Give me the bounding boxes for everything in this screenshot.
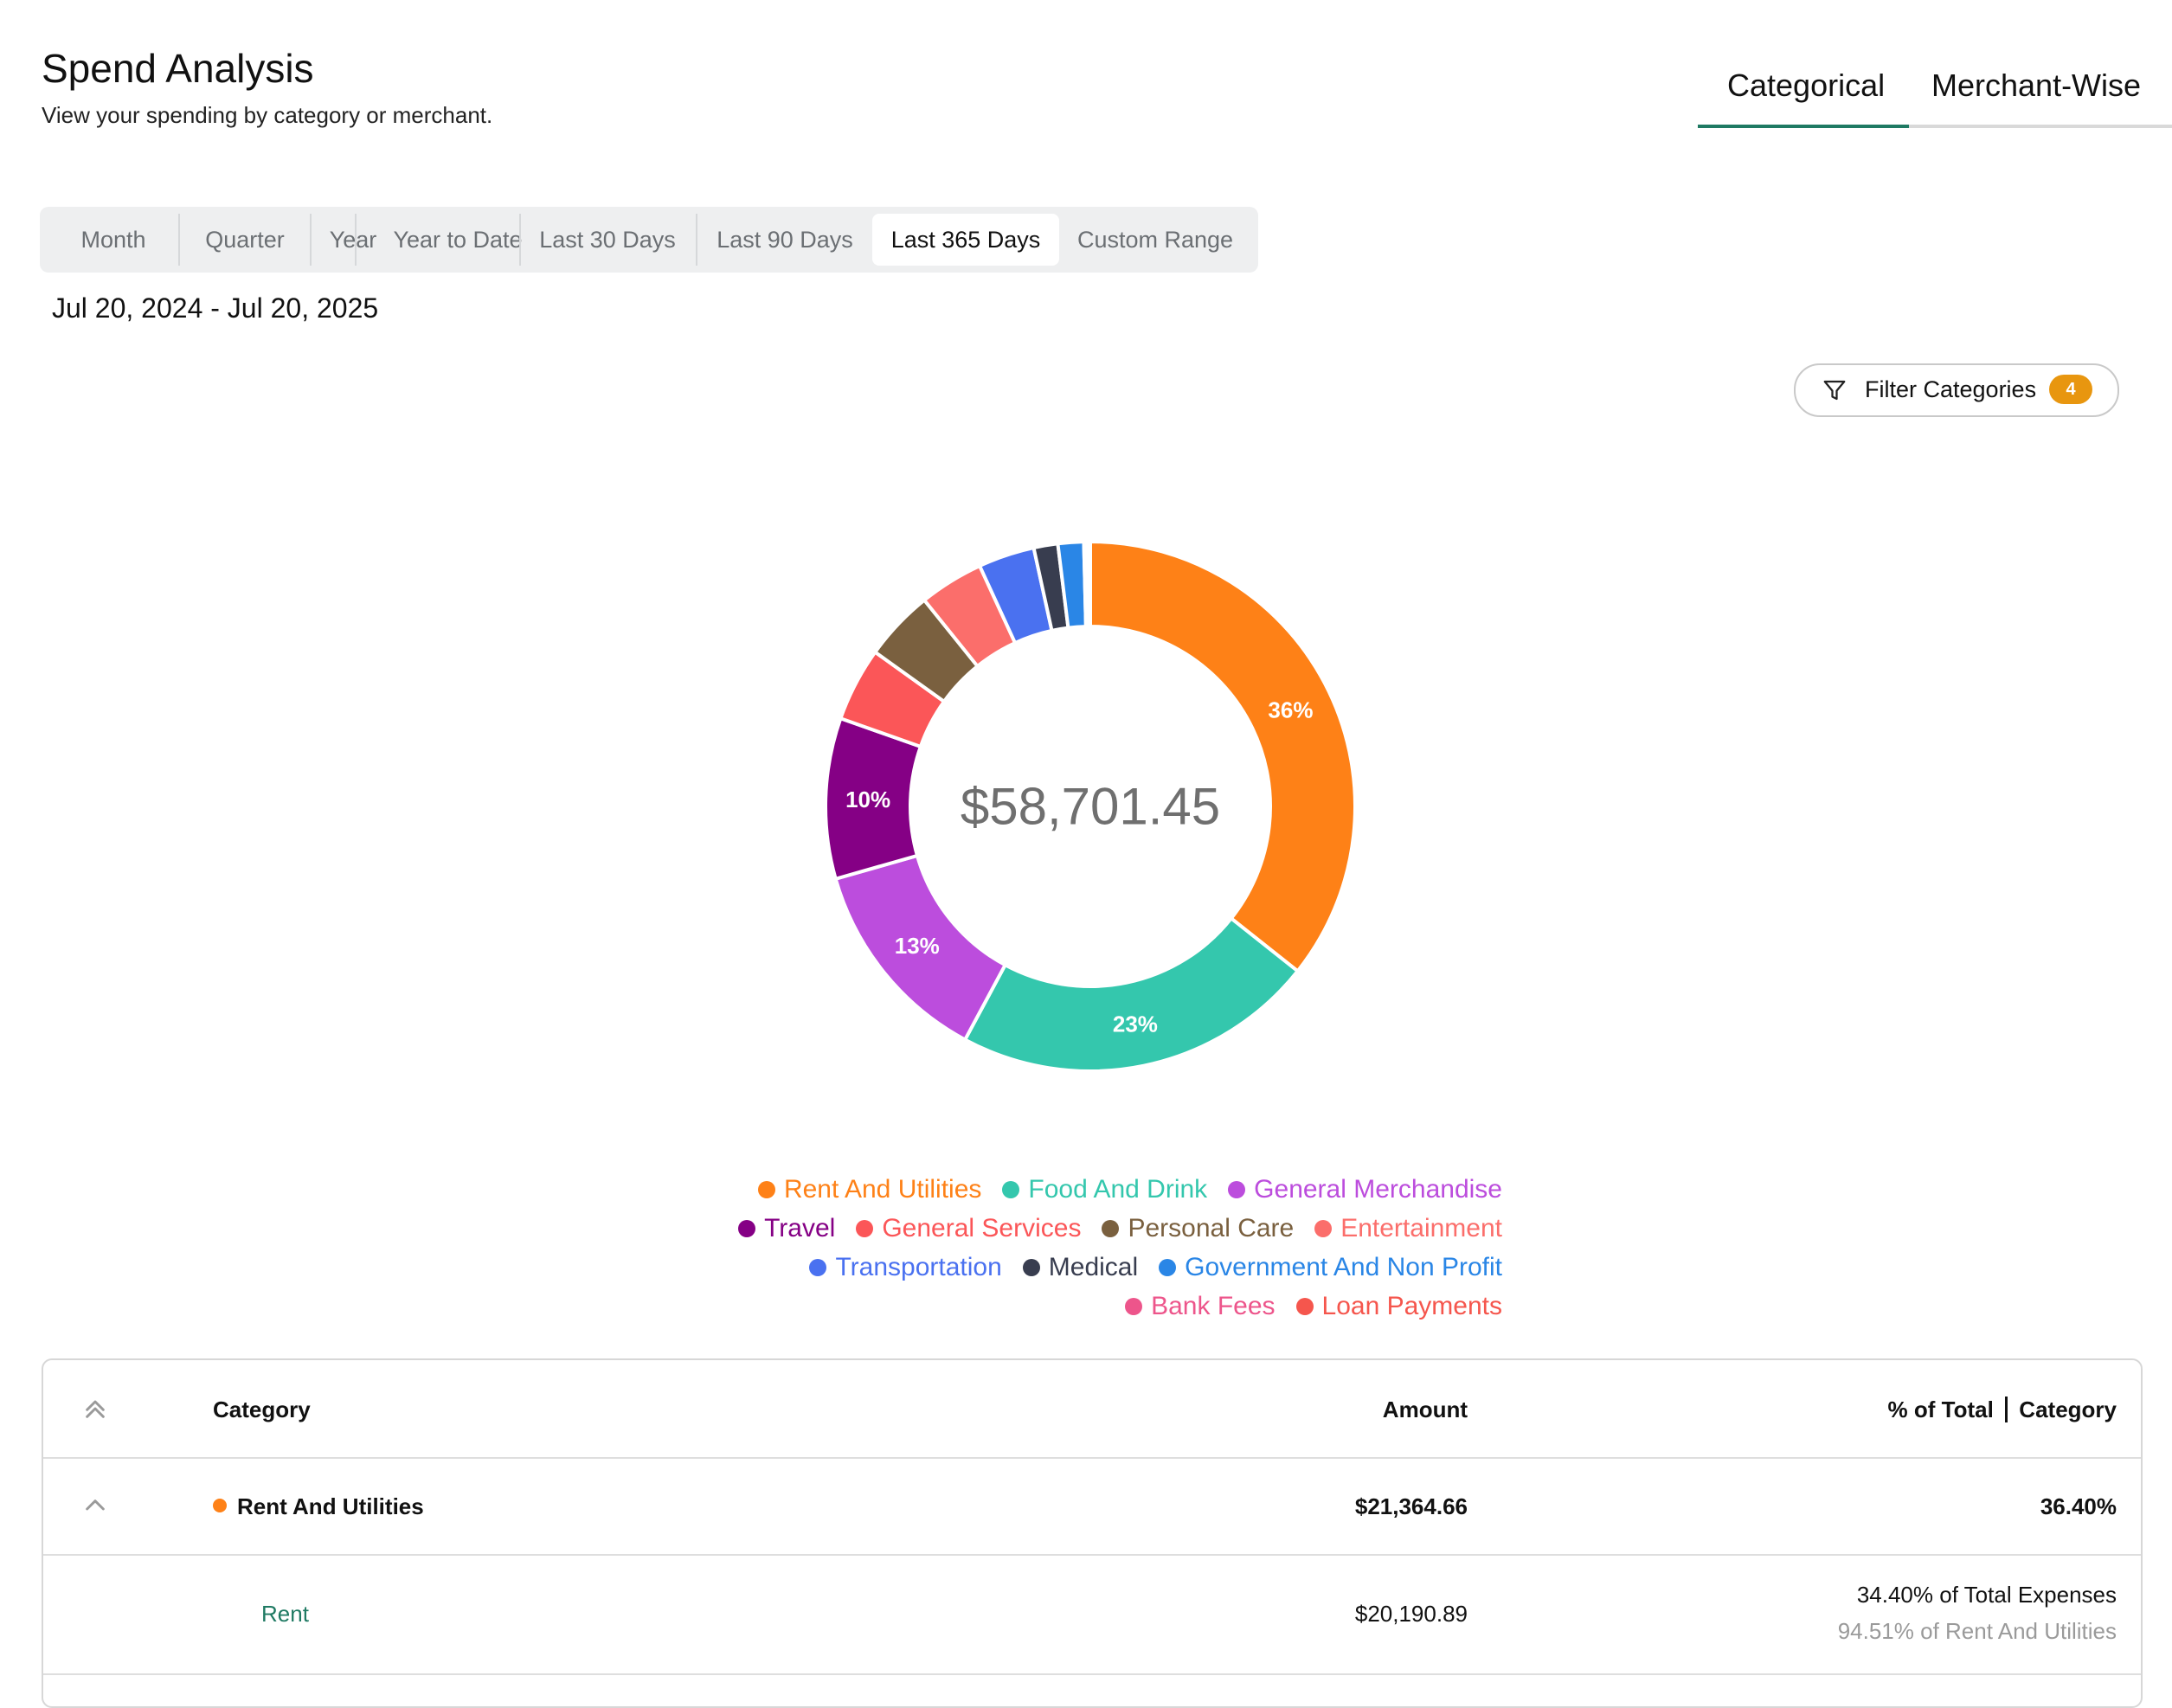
column-header-category[interactable]: Category — [213, 1397, 311, 1422]
legend-color-dot — [738, 1219, 756, 1237]
legend-color-dot — [1102, 1219, 1120, 1237]
legend-row: Transportation Medical Government And Non … — [606, 1248, 1502, 1287]
range-year[interactable]: Year — [329, 227, 377, 253]
range-divider — [355, 214, 357, 266]
legend-item-travel[interactable]: Travel — [738, 1214, 835, 1243]
range-last-90-days[interactable]: Last 90 Days — [717, 227, 853, 253]
legend-item-personal-care[interactable]: Personal Care — [1102, 1214, 1294, 1243]
table-subrow[interactable]: Rent $20,190.89 34.40% of Total Expenses… — [43, 1554, 2141, 1675]
legend-color-dot — [1159, 1258, 1177, 1276]
legend-item-entertainment[interactable]: Entertainment — [1314, 1214, 1502, 1243]
category-color-dot — [213, 1499, 227, 1512]
chart-legend: Rent And Utilities Food And Drink General … — [606, 1170, 1502, 1326]
range-year-to-date[interactable]: Year to Date — [393, 227, 523, 253]
column-header-percent[interactable]: % of Total Category — [1888, 1397, 2117, 1423]
range-last-365-days[interactable]: Last 365 Days — [872, 214, 1059, 266]
percent-total-toggle[interactable]: % of Total — [1887, 1397, 1994, 1422]
legend-color-dot — [856, 1219, 874, 1237]
legend-label: Loan Payments — [1321, 1291, 1502, 1320]
donut-slice-rent-and-utilities[interactable] — [1089, 539, 1357, 974]
active-tab-indicator — [1698, 125, 1909, 128]
legend-item-general-merchandise[interactable]: General Merchandise — [1228, 1175, 1502, 1204]
category-percent: 36.40% — [2040, 1493, 2117, 1519]
range-divider — [519, 214, 521, 266]
legend-item-transportation[interactable]: Transportation — [809, 1252, 1002, 1282]
column-header-amount[interactable]: Amount — [1382, 1397, 1468, 1422]
range-divider — [696, 214, 697, 266]
legend-color-dot — [1314, 1219, 1333, 1237]
range-divider — [310, 214, 312, 266]
range-month[interactable]: Month — [80, 227, 146, 253]
filter-count-badge: 4 — [2049, 375, 2092, 404]
legend-label: Rent And Utilities — [783, 1174, 982, 1204]
spend-donut-chart: 36% 23% 13% 10% $58,701.45 — [824, 539, 1357, 1073]
filter-icon — [1823, 380, 1846, 401]
legend-item-rent-and-utilities[interactable]: Rent And Utilities — [757, 1174, 982, 1204]
subcategory-percent-total: 34.40% of Total Expenses — [1856, 1582, 2117, 1608]
legend-item-bank-fees[interactable]: Bank Fees — [1125, 1291, 1276, 1321]
subcategory-amount: $20,190.89 — [1354, 1601, 1468, 1627]
legend-item-loan-payments[interactable]: Loan Payments — [1295, 1291, 1502, 1321]
legend-color-dot — [809, 1258, 827, 1276]
subcategory-name[interactable]: Rent — [261, 1601, 309, 1627]
legend-row: Rent And Utilities Food And Drink General … — [606, 1170, 1502, 1209]
range-custom[interactable]: Custom Range — [1076, 227, 1234, 253]
legend-item-food-and-drink[interactable]: Food And Drink — [1002, 1175, 1207, 1204]
table-row-group[interactable]: Rent And Utilities $21,364.66 36.40% — [43, 1457, 2141, 1556]
legend-color-dot — [1002, 1180, 1020, 1198]
selected-date-range: Jul 20, 2024 - Jul 20, 2025 — [52, 292, 379, 324]
slice-percent-label: 36% — [1268, 697, 1313, 722]
legend-item-medical[interactable]: Medical — [1022, 1252, 1139, 1282]
legend-item-general-services[interactable]: General Services — [856, 1214, 1081, 1243]
header-divider — [2005, 1397, 2008, 1422]
legend-color-dot — [1295, 1297, 1314, 1315]
range-divider — [178, 214, 180, 266]
legend-label: Medical — [1048, 1252, 1139, 1281]
slice-percent-label: 23% — [1113, 1011, 1158, 1037]
subcategory-percent-category: 94.51% of Rent And Utilities — [1837, 1618, 2117, 1644]
legend-label: Transportation — [835, 1252, 1002, 1281]
filter-categories-button[interactable]: Filter Categories 4 — [1794, 363, 2119, 417]
range-quarter[interactable]: Quarter — [205, 227, 285, 253]
legend-label: General Merchandise — [1254, 1174, 1502, 1204]
category-table: Category Amount % of Total Category Rent… — [42, 1358, 2143, 1708]
view-tabs: Categorical Merchant-Wise — [1698, 52, 2172, 128]
legend-row: Bank Fees Loan Payments — [606, 1287, 1502, 1326]
slice-percent-label: 10% — [845, 787, 890, 812]
legend-color-dot — [1125, 1297, 1143, 1315]
chevron-up-icon[interactable] — [81, 1492, 109, 1519]
legend-label: Bank Fees — [1151, 1291, 1276, 1320]
legend-row: Travel General Services Personal Care Enter… — [606, 1209, 1502, 1248]
range-last-30-days[interactable]: Last 30 Days — [539, 227, 676, 253]
category-name: Rent And Utilities — [237, 1493, 424, 1519]
legend-color-dot — [1022, 1258, 1040, 1276]
legend-color-dot — [1228, 1180, 1246, 1198]
legend-label: Government And Non Profit — [1185, 1252, 1502, 1281]
legend-label: Food And Drink — [1028, 1174, 1208, 1204]
legend-label: General Services — [882, 1213, 1082, 1242]
percent-category-toggle[interactable]: Category — [2019, 1397, 2117, 1422]
donut-slice-food-and-drink[interactable] — [962, 915, 1301, 1073]
legend-label: Entertainment — [1340, 1213, 1502, 1242]
page-title: Spend Analysis — [42, 46, 314, 91]
legend-item-government-and-non-profit[interactable]: Government And Non Profit — [1159, 1253, 1502, 1282]
legend-label: Personal Care — [1128, 1213, 1295, 1242]
legend-color-dot — [757, 1180, 775, 1198]
collapse-all-icon[interactable] — [81, 1395, 109, 1422]
total-amount: $58,701.45 — [961, 778, 1220, 836]
table-header: Category Amount % of Total Category — [43, 1360, 2141, 1459]
page-subtitle: View your spending by category or mercha… — [42, 102, 493, 128]
slice-percent-label: 13% — [895, 933, 940, 959]
category-amount: $21,364.66 — [1354, 1493, 1468, 1519]
tab-merchant-wise[interactable]: Merchant-Wise — [1931, 67, 2142, 103]
legend-label: Travel — [764, 1213, 836, 1242]
donut-slice-loan-payments[interactable] — [1085, 539, 1092, 629]
filter-label: Filter Categories — [1865, 376, 2037, 402]
tab-categorical[interactable]: Categorical — [1727, 67, 1886, 103]
date-range-selector: Month Quarter Year Year to Date Last 30 … — [40, 207, 1258, 273]
